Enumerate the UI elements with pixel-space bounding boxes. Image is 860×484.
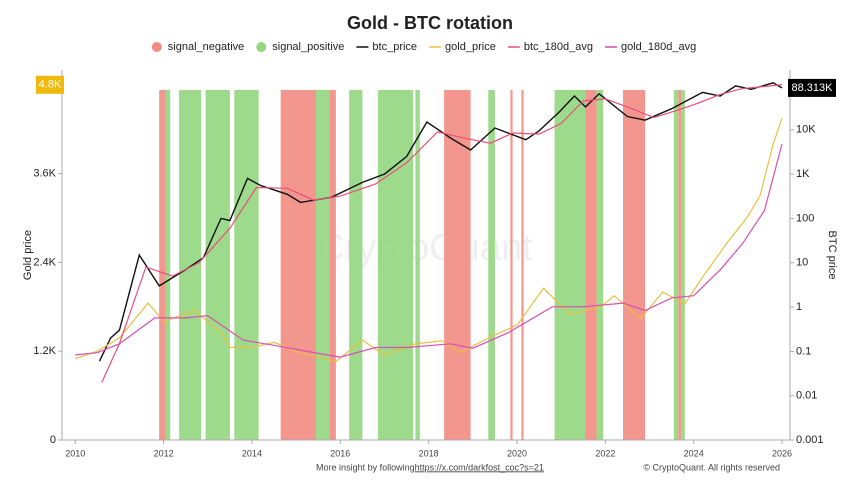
- signal-band: [510, 90, 513, 440]
- current-label: 88.313K: [792, 82, 834, 94]
- legend-label: btc_180d_avg: [524, 41, 593, 53]
- x-tick-label: 2022: [595, 448, 615, 458]
- signal-band: [280, 90, 317, 440]
- y2-axis-title: BTC price: [826, 231, 838, 280]
- y-axis-title: Gold price: [22, 230, 34, 280]
- x-tick-label: 2014: [242, 448, 262, 458]
- legend-label: btc_price: [372, 41, 417, 53]
- legend-marker: [151, 42, 162, 52]
- series-line: [75, 143, 783, 358]
- signal-band: [329, 90, 336, 440]
- signal-band: [205, 90, 230, 440]
- signal-band: [681, 90, 685, 440]
- footer-link: https://x.com/darkfost_coc?s=21: [415, 462, 544, 472]
- signal-band: [165, 90, 171, 440]
- signal-band: [316, 90, 330, 440]
- legend: signal_negative signal_positive btc_price g…: [151, 41, 696, 53]
- signal-band: [521, 90, 524, 440]
- signal-band: [488, 90, 495, 440]
- y2-tick-label: 10K: [796, 124, 816, 136]
- current-box: [36, 75, 64, 94]
- y2-tick-label: 10: [796, 257, 808, 269]
- current-label: 4.8K: [39, 79, 62, 91]
- signal-band: [678, 90, 682, 440]
- y2-tick-label: 1: [796, 301, 802, 313]
- current-box: [788, 78, 836, 97]
- signal-band: [234, 90, 259, 440]
- signal-band: [377, 90, 414, 440]
- legend-marker: [256, 42, 267, 52]
- signal-band: [349, 90, 363, 440]
- signal-band: [673, 90, 679, 440]
- signal-band: [596, 90, 604, 440]
- series-line: [101, 84, 783, 383]
- series-line: [98, 82, 783, 362]
- signal-band: [415, 90, 420, 440]
- y2-tick-label: 0.1: [796, 345, 811, 357]
- y2-tick-label: 0.001: [796, 434, 824, 446]
- footer-text: More insight by following: [316, 462, 415, 472]
- y2-tick-label: 1K: [796, 168, 810, 180]
- y2-tick-label: 100: [796, 212, 814, 224]
- legend-label: gold_180d_avg: [621, 41, 696, 53]
- chart-title: Gold - BTC rotation: [347, 13, 513, 33]
- y2-tick-label: 0.01: [796, 390, 817, 402]
- x-tick-label: 2010: [65, 448, 85, 458]
- legend-label: signal_positive: [272, 41, 344, 53]
- x-tick-label: 2018: [419, 448, 439, 458]
- signal-band: [159, 90, 166, 440]
- copyright: © CryptoQuant. All rights reserved: [643, 462, 780, 472]
- series-line: [75, 117, 783, 363]
- x-tick-label: 2012: [154, 448, 174, 458]
- x-tick-label: 2026: [772, 448, 792, 458]
- x-tick-label: 2020: [507, 448, 527, 458]
- y-tick-label: 2.4K: [33, 256, 56, 268]
- footer: More insight by following https://x.com/…: [316, 462, 544, 472]
- x-tick-label: 2024: [684, 448, 704, 458]
- signal-band: [179, 90, 202, 440]
- y-tick-label: 0: [50, 434, 56, 446]
- x-tick-label: 2016: [330, 448, 350, 458]
- signal-band: [444, 90, 471, 440]
- signal-band: [623, 90, 646, 440]
- legend-label: gold_price: [445, 41, 496, 53]
- legend-label: signal_negative: [168, 41, 244, 53]
- signal-band: [585, 90, 597, 440]
- y-tick-label: 1.2K: [33, 345, 56, 357]
- y-tick-label: 3.6K: [33, 168, 56, 180]
- signal-band: [554, 90, 586, 440]
